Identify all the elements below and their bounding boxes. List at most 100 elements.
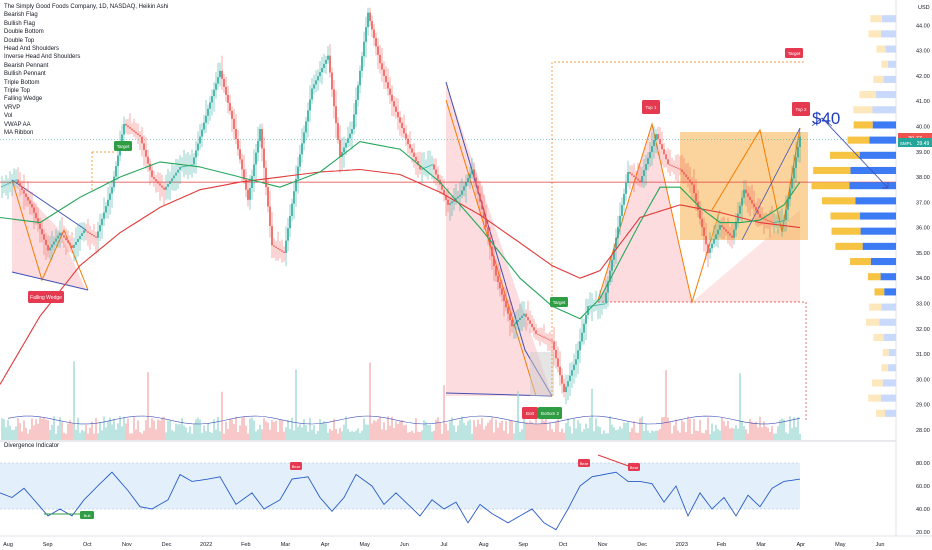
candle-body (499, 282, 501, 289)
indicator-item[interactable]: Bullish Flag (4, 20, 36, 27)
candle-body (667, 159, 669, 165)
indicator-item[interactable]: Head And Shoulders (4, 46, 60, 53)
volume-bar (639, 418, 641, 440)
volume-bar (289, 429, 291, 440)
volume-bar (111, 424, 113, 440)
volume-bar (543, 420, 545, 440)
candle-body (223, 78, 225, 87)
indicator-item[interactable]: Bullish Pennant (4, 71, 46, 78)
candle-body (785, 209, 787, 221)
indicator-item[interactable]: Double Top (4, 37, 35, 44)
candle-body (519, 317, 521, 320)
indicator-item[interactable]: MA Ribbon (4, 130, 34, 137)
candle-body (595, 304, 597, 306)
indicator-item[interactable]: VWAP AA (4, 121, 31, 128)
volume-bar (269, 429, 271, 440)
candle-body (467, 177, 469, 183)
vrvp-bar-up (887, 364, 896, 372)
time-tick: Aug (3, 542, 13, 548)
indicator-item[interactable]: Double Bottom (4, 29, 44, 36)
volume-bar (37, 423, 39, 440)
candle-body (175, 172, 177, 176)
volume-bar (485, 425, 487, 440)
indicator-item[interactable]: Triple Bottom (4, 79, 40, 86)
volume-bar (517, 391, 519, 440)
volume-bar (493, 432, 495, 440)
candle-body (427, 166, 429, 168)
vrvp-bar-up (888, 349, 896, 357)
vrvp-bar-up (879, 318, 896, 326)
candle-body (755, 207, 757, 211)
volume-bar (407, 432, 409, 440)
candle-body (517, 319, 519, 323)
volume-bar (165, 432, 167, 440)
bott-tag (522, 407, 538, 419)
volume-bar (47, 420, 49, 440)
volume-bar (345, 416, 347, 440)
time-axis[interactable]: Aug Sep Oct Nov Dec 2022 Feb Mar Apr May Jun Jul Aug… (3, 542, 884, 548)
volume-bar (625, 423, 627, 440)
volume-bar (705, 429, 707, 440)
volume-bar (455, 432, 457, 440)
oscillator-title: Divergence Indicator (4, 443, 60, 449)
volume-bar (775, 433, 777, 440)
volume-bar (709, 433, 711, 440)
candle-body (535, 330, 537, 334)
candle-body (159, 183, 161, 186)
candle-body (593, 305, 595, 307)
candle-body (135, 131, 137, 134)
indicator-item[interactable]: Vol (4, 113, 13, 120)
volume-bar (497, 427, 499, 440)
candle-body (317, 76, 319, 81)
top2-zigzag (711, 127, 801, 233)
vrvp-bar-down (853, 106, 873, 114)
volume-bar (325, 423, 327, 440)
volume-bar (319, 419, 321, 440)
indicator-item[interactable]: Bearish Pennant (4, 62, 49, 69)
candle-body (253, 164, 255, 177)
candle-body (531, 323, 533, 328)
volume-bar (181, 417, 183, 440)
time-tick: Sep (43, 542, 53, 548)
candle-body (431, 164, 433, 166)
volume-bar (245, 425, 247, 440)
candle-body (219, 70, 221, 78)
volume-bar (201, 432, 203, 440)
candle-body (59, 232, 61, 236)
volume-bar (559, 432, 561, 440)
candle-body (617, 226, 619, 238)
candle-body (365, 27, 367, 42)
volume-bar (315, 433, 317, 440)
candle-body (457, 196, 459, 199)
volume-bar (81, 430, 83, 440)
indicator-item[interactable]: Bearish Flag (4, 12, 38, 19)
volume-bar (253, 420, 255, 440)
candle-body (679, 168, 681, 170)
candle-body (157, 181, 159, 184)
candle-body (257, 140, 259, 153)
vrvp-bar-down (882, 349, 889, 357)
vrvp-bar-down (847, 136, 870, 144)
candle-body (261, 129, 263, 149)
chart-legend: The Simply Good Foods Company, 1D, NASDA… (4, 3, 168, 138)
indicator-item[interactable]: VRVP (4, 104, 21, 111)
candle-body (267, 187, 269, 207)
candle-body (711, 243, 713, 249)
indicator-item[interactable]: Inverse Head And Shoulders (4, 54, 81, 61)
candle-body (293, 191, 295, 204)
candle-body (481, 201, 483, 210)
volume-bar (157, 419, 159, 440)
double-bottom-box (530, 352, 554, 396)
price-axis[interactable]: USD 44.00 43.00 42.00 41.00 40.00 39.00 38.00 3… (916, 5, 930, 434)
candle-body (787, 199, 789, 210)
candle-body (633, 175, 635, 178)
candle-body (9, 182, 11, 184)
bull-tag (80, 511, 94, 519)
indicator-item[interactable]: Triple Top (4, 88, 31, 95)
candle-body (645, 164, 647, 171)
volume-bar (437, 417, 439, 440)
indicator-item[interactable]: Falling Wedge (4, 96, 43, 103)
volume-bar (789, 416, 791, 440)
candle-body (649, 152, 651, 159)
